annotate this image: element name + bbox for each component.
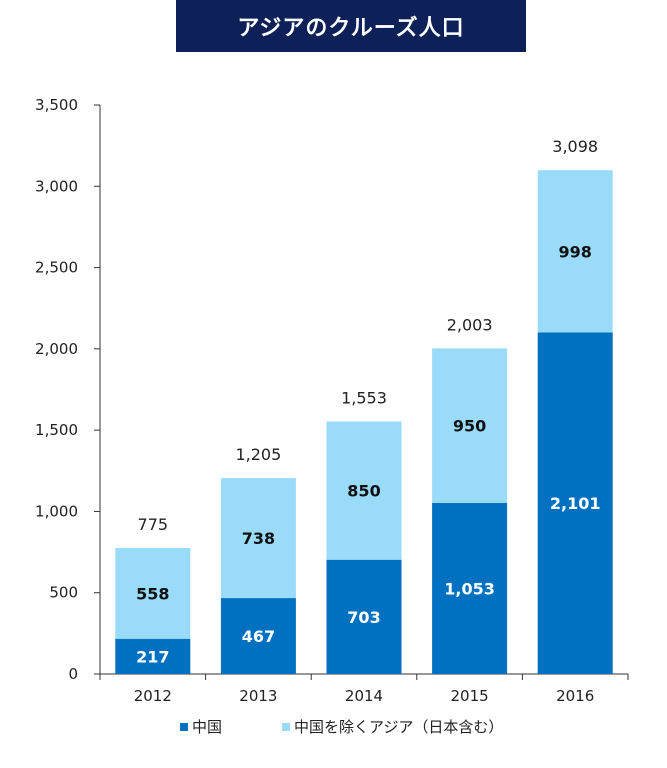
legend-item-asia-excl-china: 中国を除くアジア（日本含む） <box>282 716 503 737</box>
y-tick-label: 3,000 <box>35 177 78 195</box>
total-label: 775 <box>138 515 169 534</box>
bar-segment-asia-excl-china <box>432 348 508 503</box>
bar-segment-china <box>537 332 613 674</box>
bar-segment-asia-excl-china <box>220 478 296 599</box>
legend-item-china: 中国 <box>180 716 222 737</box>
data-label: 1,053 <box>444 579 495 598</box>
bar-segment-china <box>326 559 402 674</box>
data-label: 217 <box>136 647 169 666</box>
y-tick-label: 2,500 <box>35 259 78 277</box>
bar-segment-china <box>115 638 191 674</box>
legend-label-china: 中国 <box>192 718 223 736</box>
legend-label-asia-excl-china: 中国を除くアジア（日本含む） <box>294 718 504 736</box>
y-tick-label: 1,500 <box>35 421 78 439</box>
data-label: 558 <box>136 584 169 603</box>
total-label: 1,553 <box>341 389 387 408</box>
legend-swatch-china <box>180 722 188 731</box>
bar-segment-asia-excl-china <box>537 170 613 333</box>
chart-title: アジアのクルーズ人口 <box>176 0 526 52</box>
total-label: 3,098 <box>552 137 598 156</box>
bar-segment-asia-excl-china <box>326 421 402 560</box>
y-tick-label: 0 <box>68 665 78 683</box>
data-label: 950 <box>453 417 486 436</box>
x-tick-label: 2015 <box>451 687 489 705</box>
bar-segment-asia-excl-china <box>115 548 191 639</box>
legend: 中国 中国を除くアジア（日本含む） <box>180 716 503 737</box>
total-label: 2,003 <box>447 315 493 334</box>
data-label: 703 <box>347 608 380 627</box>
x-tick-label: 2016 <box>556 687 594 705</box>
y-tick-label: 3,500 <box>35 96 78 114</box>
total-label: 1,205 <box>235 445 281 464</box>
bar-segment-china <box>432 502 508 674</box>
data-label: 2,101 <box>550 494 601 513</box>
y-tick-label: 1,000 <box>35 502 78 520</box>
data-label: 998 <box>558 242 591 261</box>
x-tick-label: 2012 <box>134 687 172 705</box>
data-label: 467 <box>242 627 275 646</box>
y-tick-label: 2,000 <box>35 340 78 358</box>
stacked-bar-chart: 0 500 1,000 1,500 2,000 2,500 3,000 3,500 217 558… <box>35 96 629 705</box>
bar-segment-china <box>220 598 296 674</box>
y-tick-label: 500 <box>49 584 78 602</box>
data-label: 850 <box>347 482 380 501</box>
x-tick-label: 2013 <box>239 687 277 705</box>
data-label: 738 <box>242 529 275 548</box>
x-tick-label: 2014 <box>345 687 383 705</box>
legend-swatch-asia-excl-china <box>282 722 291 731</box>
